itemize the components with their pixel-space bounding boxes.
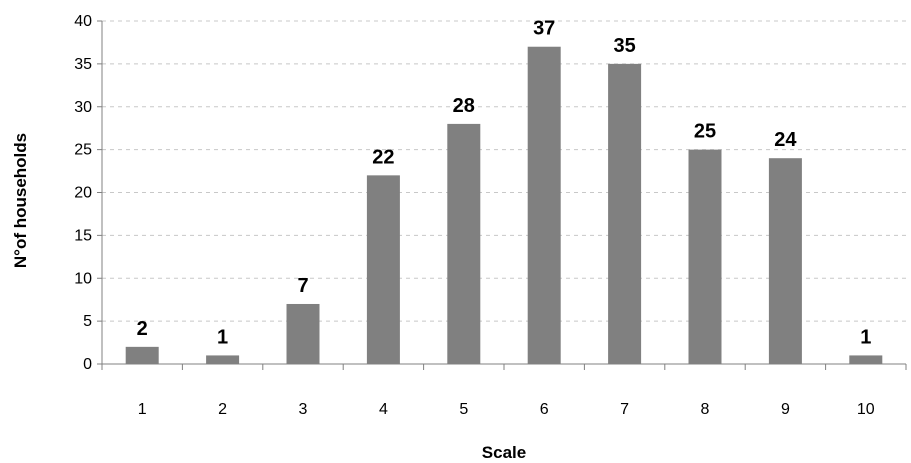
bar <box>125 346 159 364</box>
y-tick-label: 40 <box>74 13 92 30</box>
gridlines <box>102 20 906 322</box>
bars <box>125 46 883 365</box>
x-tick-label: 1 <box>138 401 147 418</box>
bar <box>447 123 481 365</box>
bar <box>768 158 802 364</box>
y-tick-label: 0 <box>83 356 92 373</box>
y-axis-title: N°of households <box>11 133 30 268</box>
data-label: 22 <box>372 146 394 168</box>
y-tick-label: 5 <box>83 313 92 330</box>
y-tick-labels: 0 5 10 15 20 25 30 35 40 <box>74 13 102 373</box>
y-tick-label: 15 <box>74 227 92 244</box>
y-tick-label: 35 <box>74 56 92 73</box>
x-axis-title: Scale <box>482 443 526 462</box>
data-label: 28 <box>453 95 475 117</box>
y-tick-label: 10 <box>74 270 92 287</box>
bar <box>366 175 400 364</box>
x-tick-label: 2 <box>218 401 227 418</box>
bar <box>608 63 642 364</box>
data-label: 7 <box>297 275 308 297</box>
data-label: 1 <box>217 326 228 348</box>
data-labels: 2 1 7 22 28 37 35 25 24 1 <box>137 18 872 349</box>
x-tick-labels: 1 2 3 4 5 6 7 8 9 10 <box>101 364 907 418</box>
y-tick-label: 20 <box>74 185 92 202</box>
bar <box>286 303 320 364</box>
bar <box>206 355 240 364</box>
y-tick-label: 25 <box>74 142 92 159</box>
x-tick-label: 9 <box>781 401 790 418</box>
x-tick-label: 8 <box>701 401 710 418</box>
data-label: 25 <box>694 121 716 143</box>
bar <box>527 46 561 364</box>
data-label: 35 <box>613 35 635 57</box>
x-tick-label: 7 <box>620 401 629 418</box>
bar <box>688 149 722 364</box>
x-tick-label: 4 <box>379 401 388 418</box>
x-tick-label: 3 <box>299 401 308 418</box>
bar <box>849 355 883 364</box>
x-tick-label: 6 <box>540 401 549 418</box>
data-label: 24 <box>774 129 797 151</box>
x-tick-label: 10 <box>857 401 875 418</box>
y-tick-label: 30 <box>74 99 92 116</box>
x-tick-label: 5 <box>459 401 468 418</box>
data-label: 2 <box>137 318 148 340</box>
data-label: 37 <box>533 18 555 40</box>
data-label: 1 <box>860 326 871 348</box>
